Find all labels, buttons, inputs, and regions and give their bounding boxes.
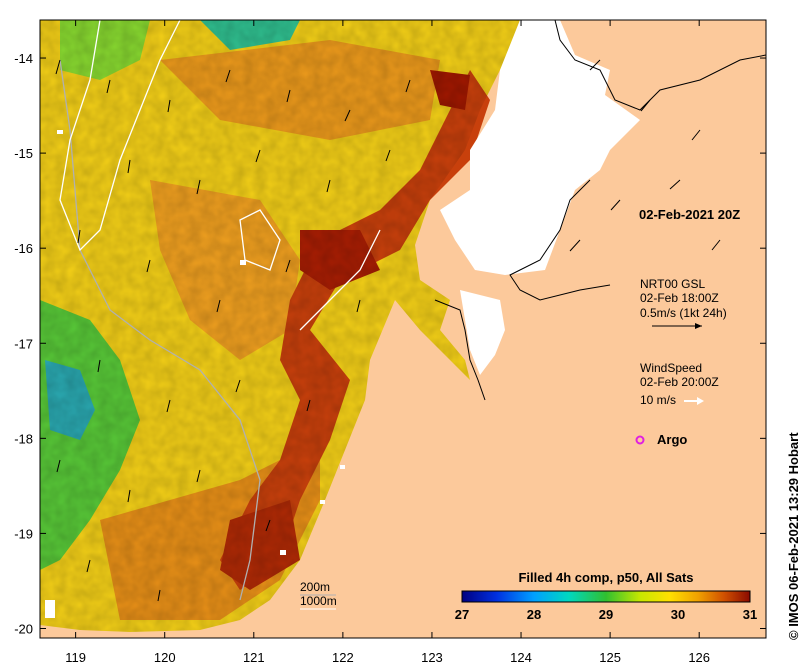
lon-tick-label: 124 xyxy=(510,650,532,665)
lat-tick-label: -15 xyxy=(14,146,33,161)
contour-1000-label: 1000m xyxy=(300,594,337,608)
lon-tick-label: 123 xyxy=(421,650,443,665)
map-area xyxy=(40,20,766,638)
coastline xyxy=(434,20,766,401)
lat-tick-label: -18 xyxy=(14,431,33,446)
lon-tick-label: 121 xyxy=(243,650,265,665)
colorbar-tick-label: 30 xyxy=(671,607,685,622)
lon-tick-label: 126 xyxy=(688,650,710,665)
colorbar xyxy=(461,590,751,603)
gsl-scale: 0.5m/s (1kt 24h) xyxy=(640,306,727,320)
credit-text: © IMOS 06-Feb-2021 13:29 Hobart xyxy=(786,432,801,640)
argo-marker-icon xyxy=(635,435,645,445)
colorbar-ticks: 27 28 29 30 31 xyxy=(455,607,757,622)
wind-scale-arrow-icon xyxy=(684,397,704,405)
colorbar-tick-label: 29 xyxy=(599,607,613,622)
gsl-title: NRT00 GSL xyxy=(640,277,705,291)
contour-200m xyxy=(59,59,261,601)
wind-scale: 10 m/s xyxy=(640,393,676,407)
colorbar-tick-label: 28 xyxy=(527,607,541,622)
contour-1000m xyxy=(59,20,381,331)
lon-tick-label: 119 xyxy=(65,650,86,665)
latitude-axis: -14 -15 -16 -17 -18 -19 -20 xyxy=(14,51,766,636)
date-label: 02-Feb-2021 20Z xyxy=(639,207,740,222)
map-frame xyxy=(39,19,767,639)
lat-tick-label: -17 xyxy=(14,336,33,351)
lat-tick-label: -20 xyxy=(14,621,33,636)
current-vectors xyxy=(55,59,721,602)
colorbar-tick-label: 27 xyxy=(455,607,469,622)
colorbar-title: Filled 4h comp, p50, All Sats xyxy=(518,570,693,585)
no-data-specks xyxy=(45,130,345,618)
lon-tick-label: 120 xyxy=(154,650,176,665)
lat-tick-label: -19 xyxy=(14,526,33,541)
wind-time: 02-Feb 20:00Z xyxy=(640,375,719,389)
gsl-scale-arrow-icon xyxy=(652,323,702,329)
no-data-region xyxy=(440,20,640,275)
colorbar-tick-label: 31 xyxy=(743,607,757,622)
contour-200-label: 200m xyxy=(300,580,330,594)
longitude-axis: 119 120 121 122 123 124 125 126 xyxy=(65,20,710,665)
lon-tick-label: 125 xyxy=(599,650,621,665)
lon-tick-label: 122 xyxy=(332,650,354,665)
argo-label: Argo xyxy=(657,432,687,447)
wind-title: WindSpeed xyxy=(640,361,702,375)
no-data-gulf xyxy=(460,290,505,375)
gsl-time: 02-Feb 18:00Z xyxy=(640,291,719,305)
lat-tick-label: -16 xyxy=(14,241,33,256)
lat-tick-label: -14 xyxy=(14,51,33,66)
